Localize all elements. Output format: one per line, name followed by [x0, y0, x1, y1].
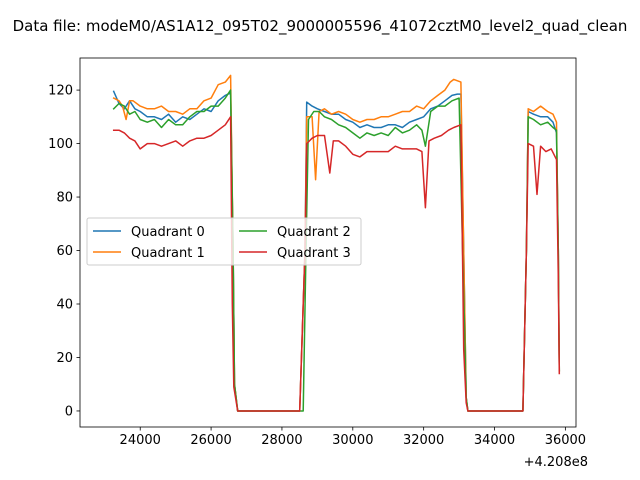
y-tick-label: 20 [56, 351, 73, 366]
x-tick-label: 34000 [474, 433, 515, 448]
plot-area: 24000 26000 28000 30000 32000 34000 36000 0 20 40… [48, 57, 586, 448]
x-tick-label: 26000 [190, 433, 231, 448]
y-tick-label: 40 [56, 298, 73, 313]
series-lines [112, 74, 561, 412]
legend: Quadrant 0 Quadrant 1 Quadrant 2 Quadrant 3 [86, 217, 362, 266]
x-tick-label: 28000 [261, 433, 302, 448]
y-tick-label: 0 [65, 404, 73, 419]
x-tick-label: 36000 [545, 433, 586, 448]
legend-box [86, 217, 362, 266]
y-tick-label: 60 [56, 244, 73, 259]
y-tick-label: 120 [48, 84, 73, 99]
x-axis-offset-label: +4.208e8 [524, 455, 588, 470]
legend-label: Quadrant 1 [131, 246, 205, 261]
legend-label: Quadrant 0 [131, 225, 205, 240]
y-tick-label: 80 [56, 191, 73, 206]
legend-label: Quadrant 3 [277, 246, 351, 261]
y-tick-label: 100 [48, 137, 73, 152]
series-line-quadrant-3 [112, 116, 561, 412]
legend-label: Quadrant 2 [277, 225, 351, 240]
x-tick-label: 32000 [403, 433, 444, 448]
chart-title: Data file: modeM0/AS1A12_095T02_90000055… [13, 17, 628, 36]
axes-frame [79, 57, 577, 428]
x-tick-label: 24000 [120, 433, 161, 448]
x-tick-label: 30000 [332, 433, 373, 448]
